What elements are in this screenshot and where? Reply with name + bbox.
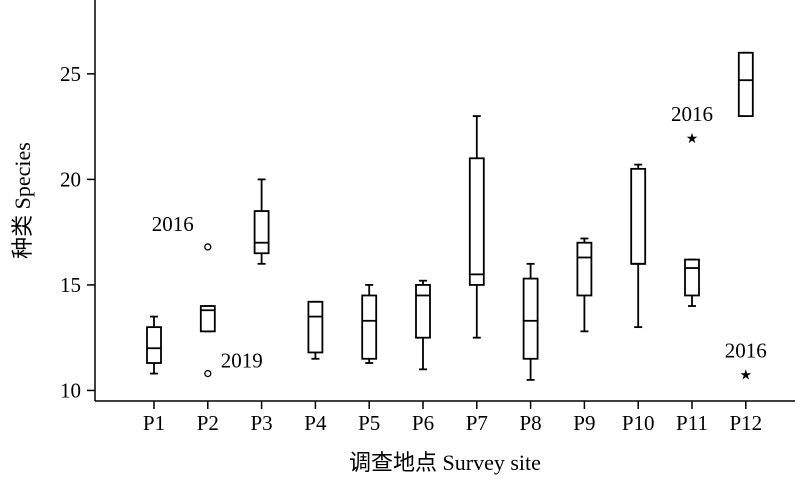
box-iqr — [522, 277, 539, 360]
outlier-p2: 2016 — [152, 212, 212, 251]
x-tick-label: P8 — [520, 411, 542, 435]
outlier-p2: 2019 — [204, 349, 263, 378]
y-tick-label: 25 — [60, 62, 81, 86]
box-p10 — [630, 163, 647, 329]
box-iqr — [146, 326, 162, 364]
y-tick-label: 20 — [60, 167, 81, 191]
x-tick-label: P2 — [197, 411, 219, 435]
boxes — [146, 51, 754, 381]
x-tick-label: P4 — [304, 411, 327, 435]
x-tick-label: P9 — [573, 411, 595, 435]
y-tick-label: 10 — [60, 378, 81, 402]
box-p3 — [253, 178, 270, 265]
box-p7 — [468, 115, 485, 339]
outlier-marker — [204, 243, 212, 251]
x-tick-label: P10 — [622, 411, 655, 435]
box-p12 — [737, 51, 754, 117]
outlier-label: 2019 — [221, 349, 263, 373]
x-tick-label: P3 — [251, 411, 273, 435]
outlier-p12: ★ 2016 — [725, 339, 767, 384]
box-iqr — [199, 305, 216, 333]
x-tick-label: P5 — [358, 411, 380, 435]
outliers: 2016 2019 ★ 2016 ★ 2016 — [152, 102, 767, 383]
y-tick-label: 15 — [60, 273, 81, 297]
y-ticks: 10 15 20 25 — [60, 62, 95, 402]
box-iqr — [684, 258, 700, 297]
box-p2 — [199, 305, 216, 333]
box-iqr — [630, 167, 647, 265]
x-tick-label: P7 — [466, 411, 488, 435]
box-p11 — [684, 258, 700, 307]
outlier-star-icon: ★ — [686, 131, 699, 147]
box-iqr — [307, 300, 324, 354]
box-iqr — [737, 51, 754, 117]
x-tick-label: P6 — [412, 411, 434, 435]
outlier-p11: ★ 2016 — [671, 102, 713, 147]
box-iqr — [415, 284, 431, 339]
box-iqr — [253, 210, 270, 255]
x-axis-title: 调查地点 Survey site — [349, 450, 541, 475]
axes — [94, 0, 795, 402]
outlier-label: 2016 — [725, 339, 767, 363]
outlier-star-icon: ★ — [740, 368, 753, 384]
box-p8 — [522, 262, 539, 381]
box-p6 — [415, 279, 431, 371]
y-axis-title: 种类 Species — [10, 142, 35, 259]
box-iqr — [576, 241, 593, 297]
x-tick-label: P11 — [676, 411, 708, 435]
outlier-label: 2016 — [152, 212, 194, 236]
box-p4 — [307, 300, 324, 360]
outlier-marker — [204, 369, 212, 378]
x-tick-label: P12 — [729, 411, 762, 435]
box-iqr — [468, 157, 485, 286]
x-tick-label: P1 — [143, 411, 165, 435]
box-p5 — [361, 284, 378, 364]
x-ticks: P1 P2 P3 P4 P5 P6 P7 P8 P9 P10 P11 P12 — [143, 401, 762, 435]
outlier-label: 2016 — [671, 102, 713, 126]
box-p9 — [576, 237, 593, 333]
box-p1 — [146, 315, 162, 375]
box-iqr — [361, 294, 378, 360]
